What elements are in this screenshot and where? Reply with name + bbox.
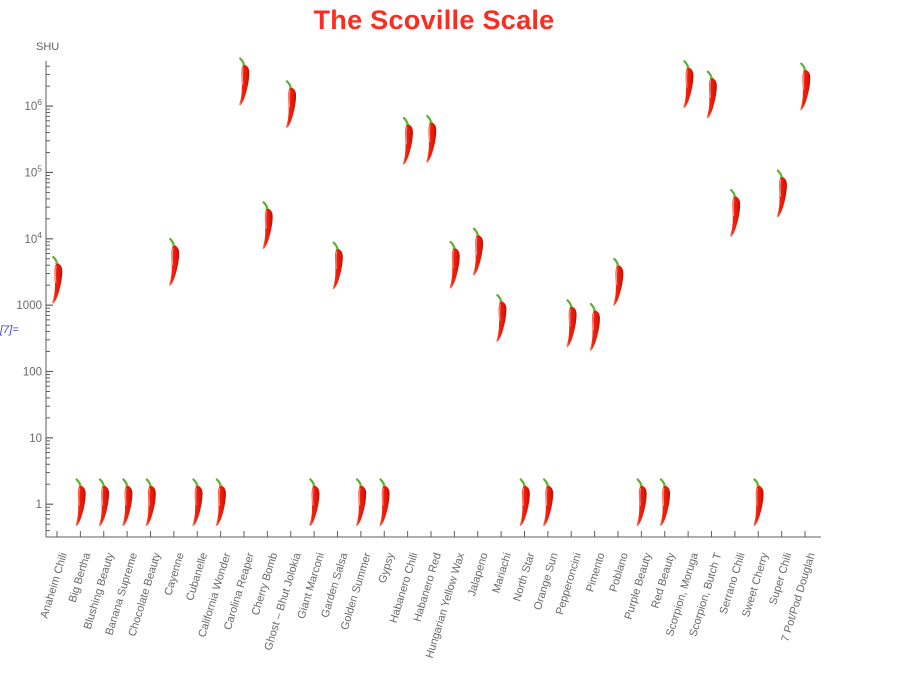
chili-pepper-icon — [541, 478, 555, 528]
chili-pepper-icon — [144, 478, 157, 528]
y-tick-label: 1000 — [16, 300, 42, 312]
chili-pepper-icon — [705, 70, 718, 120]
y-tick-label: 106 — [24, 97, 42, 113]
chili-pepper-icon — [775, 169, 789, 219]
chili-pepper-icon — [214, 478, 228, 528]
chili-pepper-icon — [588, 302, 602, 352]
chili-pepper-icon — [471, 227, 485, 277]
chili-pepper-icon — [261, 201, 274, 251]
chili-pepper-icon — [331, 241, 344, 291]
y-tick-label: 100 — [23, 367, 42, 379]
x-tick-label: Cubanelle — [184, 551, 210, 602]
x-tick-label: Poblano — [608, 551, 631, 593]
chili-pepper-icon — [401, 116, 415, 166]
chili-pepper-icon — [752, 478, 765, 528]
y-axis-label: SHU — [36, 41, 60, 53]
chili-pepper-icon — [658, 478, 672, 528]
chili-pepper-icon — [238, 57, 251, 107]
y-tick-label: 10 — [29, 433, 42, 445]
chili-pepper-icon — [308, 478, 321, 528]
chili-pepper-icon — [495, 293, 508, 343]
chili-pepper-icon — [51, 255, 64, 305]
out-label: [7]= — [0, 324, 19, 336]
chili-pepper-icon — [799, 62, 812, 112]
chili-pepper-icon — [167, 237, 181, 287]
x-tick-label: Gypsy — [377, 551, 398, 585]
chili-pepper-icon — [518, 478, 531, 528]
x-tick-label: Super Chili — [767, 551, 794, 606]
x-tick-label: Anaheim Chili — [39, 551, 70, 619]
chili-pepper-icon — [728, 188, 742, 238]
chili-pepper-icon — [565, 299, 578, 349]
chili-pepper-icon — [612, 257, 625, 307]
x-tick-label: Cayenne — [162, 551, 186, 597]
chili-pepper-icon — [378, 478, 391, 528]
chili-pepper-icon — [284, 80, 298, 130]
chili-pepper-icon — [121, 478, 134, 528]
x-tick-label: Big Bertha — [67, 551, 94, 604]
chili-pepper-icon — [448, 240, 461, 290]
chart-title: The Scoville Scale — [313, 5, 555, 35]
x-tick-label: Mariachi — [490, 551, 514, 594]
x-tick-label: Pimento — [584, 551, 607, 593]
chili-pepper-icon — [97, 478, 111, 528]
y-tick-label: 104 — [24, 230, 42, 246]
chili-pepper-icon — [354, 478, 368, 528]
chili-pepper-icon — [74, 478, 87, 528]
x-tick-label: North Star — [511, 551, 537, 603]
y-tick-label: 1 — [36, 499, 42, 511]
y-tick-label: 105 — [24, 163, 42, 179]
chili-pepper-icon — [425, 114, 438, 164]
chili-pepper-icon — [682, 60, 695, 110]
chili-pepper-icon — [191, 478, 204, 528]
x-tick-label: Jalapeno — [466, 551, 491, 597]
chili-pepper-icon — [635, 478, 648, 528]
